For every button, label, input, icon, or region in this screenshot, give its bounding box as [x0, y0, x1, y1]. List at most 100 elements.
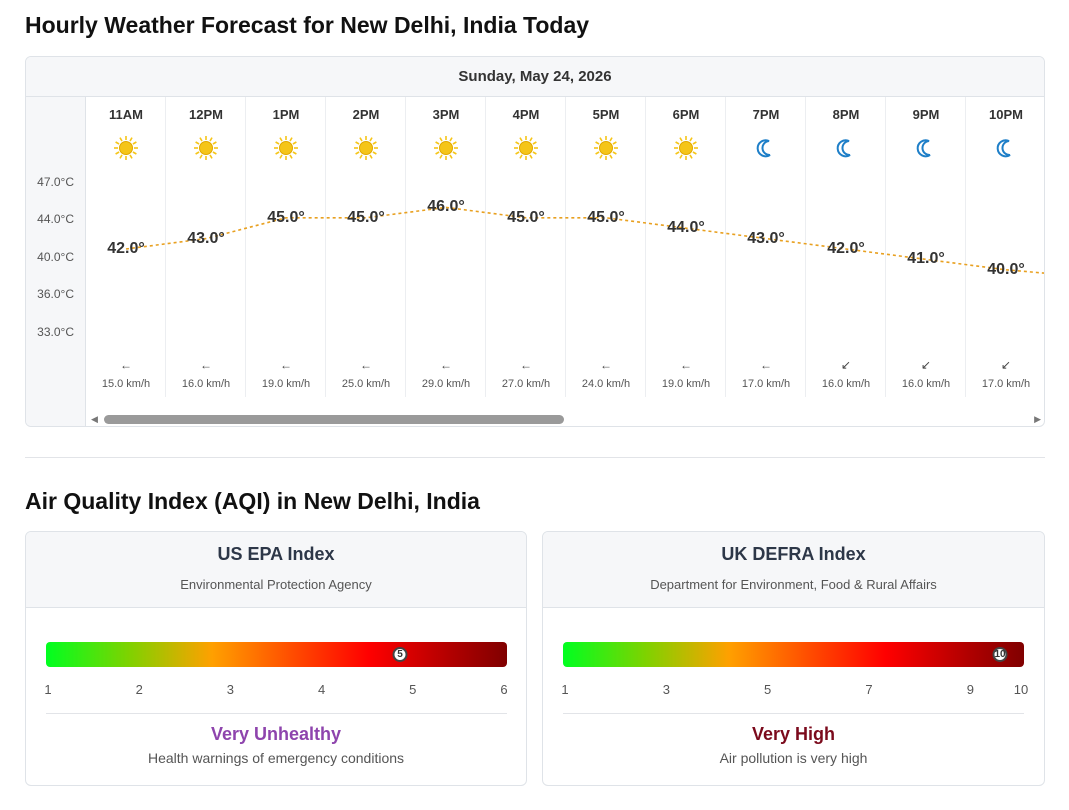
scale-tick-label: 4 — [317, 682, 326, 697]
hour-label: 6PM — [672, 107, 700, 122]
us-epa-card: US EPA Index Environmental Protection Ag… — [25, 531, 527, 786]
sun-icon — [593, 135, 619, 161]
wind-direction-arrow-icon: ← — [520, 358, 532, 372]
wind-speed: 15.0 km/h — [101, 378, 151, 390]
wind-direction-arrow-icon: ← — [120, 358, 132, 372]
temperature-data-label: 46.0° — [427, 198, 465, 216]
hour-label: 4PM — [512, 107, 540, 122]
moon-icon — [833, 135, 859, 161]
sun-icon — [273, 135, 299, 161]
aqi-heading: Air Quality Index (AQI) in New Delhi, In… — [25, 488, 480, 514]
section-divider — [25, 457, 1045, 458]
y-tick-label: 40.0°C — [37, 250, 74, 264]
scale-tick-label: 5 — [764, 682, 772, 697]
uk-defra-gradient-bar: 10 — [563, 642, 1024, 667]
us-epa-title: US EPA Index — [217, 544, 335, 564]
wind-speed: 19.0 km/h — [661, 378, 711, 390]
us-epa-value-marker: 5 — [392, 647, 408, 662]
wind-speed: 27.0 km/h — [501, 378, 551, 390]
hour-label: 12PM — [189, 107, 223, 122]
hour-label: 8PM — [832, 107, 860, 122]
wind-direction-arrow-icon: ← — [600, 358, 612, 372]
hour-label: 3PM — [432, 107, 460, 122]
uk-defra-divider — [563, 713, 1024, 714]
us-epa-header: US EPA Index Environmental Protection Ag… — [26, 532, 526, 608]
uk-defra-subtitle: Department for Environment, Food & Rural… — [650, 577, 937, 592]
temperature-data-label: 42.0° — [107, 240, 145, 257]
y-tick-label: 36.0°C — [37, 287, 74, 301]
hour-label: 9PM — [912, 107, 940, 122]
y-tick-label: 33.0°C — [37, 325, 74, 339]
scale-tick-label: 9 — [966, 682, 974, 697]
sun-icon — [353, 135, 379, 161]
wind-direction-arrow-icon: ← — [360, 358, 372, 372]
wind-speed: 16.0 km/h — [821, 378, 871, 390]
temperature-data-label: 42.0° — [827, 240, 865, 257]
scale-tick-label: 10 — [1013, 682, 1029, 697]
wind-speed: 24.0 km/h — [581, 378, 631, 390]
temperature-data-label: 43.0° — [187, 229, 225, 247]
y-tick-label: 47.0°C — [37, 175, 74, 189]
scale-tick-label: 3 — [226, 682, 235, 697]
wind-speed: 17.0 km/h — [981, 378, 1031, 390]
y-tick-label: 44.0°C — [37, 212, 74, 226]
forecast-date: Sunday, May 24, 2026 — [26, 57, 1044, 97]
hour-column-3pm: 3PM ← 29.0 km/h — [406, 97, 486, 397]
hour-label: 2PM — [352, 107, 380, 122]
scroll-left-arrow-icon[interactable]: ◀ — [91, 414, 98, 424]
wind-direction-arrow-icon: ↙ — [920, 358, 932, 372]
hour-column-5pm: 5PM ← 24.0 km/h — [566, 97, 646, 397]
hour-label: 7PM — [752, 107, 780, 122]
us-epa-description: Health warnings of emergency conditions — [147, 750, 405, 766]
temperature-axis: 47.0°C 44.0°C 40.0°C 36.0°C 33.0°C — [26, 97, 86, 426]
sun-icon — [433, 135, 459, 161]
hour-label: 1PM — [272, 107, 300, 122]
temperature-data-label: 43.0° — [747, 229, 785, 247]
hour-column-4pm: 4PM ← 27.0 km/h — [486, 97, 566, 397]
scale-tick-label: 2 — [135, 682, 143, 697]
scrollbar-thumb[interactable] — [104, 415, 564, 424]
sun-icon — [113, 135, 139, 161]
wind-direction-arrow-icon: ← — [680, 358, 692, 372]
temperature-data-label: 45.0° — [507, 208, 545, 226]
scroll-right-arrow-icon[interactable]: ▶ — [1034, 414, 1041, 424]
temperature-data-label: 44.0° — [667, 219, 705, 237]
us-epa-subtitle: Environmental Protection Agency — [180, 577, 372, 592]
uk-defra-value-marker: 10 — [992, 647, 1008, 662]
wind-speed: 16.0 km/h — [901, 378, 951, 390]
scale-tick-label: 1 — [561, 682, 569, 697]
uk-defra-header: UK DEFRA Index Department for Environmen… — [543, 532, 1044, 608]
hour-column-1pm: 1PM ← 19.0 km/h — [246, 97, 326, 397]
hour-column-10pm: 10PM ↙ 17.0 km/h — [966, 97, 1044, 397]
hour-label: 10PM — [989, 107, 1023, 122]
scale-tick-label: 1 — [44, 682, 52, 697]
us-epa-gradient-bar: 5 — [46, 642, 507, 667]
moon-icon — [993, 135, 1019, 161]
hour-column-6pm: 6PM ← 19.0 km/h — [646, 97, 726, 397]
hour-column-9pm: 9PM ↙ 16.0 km/h — [886, 97, 966, 397]
sun-icon — [513, 135, 539, 161]
hourly-columns[interactable]: 11AM ← 15.0 km/h 12PM ← 16.0 km/h 1PM ← 19.0 km/… — [86, 97, 1044, 397]
wind-direction-arrow-icon: ↙ — [1000, 358, 1012, 372]
scale-tick-label: 5 — [409, 682, 417, 697]
us-epa-category: Very Unhealthy — [210, 724, 342, 744]
uk-defra-title: UK DEFRA Index — [721, 544, 866, 564]
wind-direction-arrow-icon: ← — [440, 358, 452, 372]
hourly-forecast-card: Sunday, May 24, 2026 47.0°C 44.0°C 40.0°… — [25, 56, 1045, 427]
sun-icon — [193, 135, 219, 161]
moon-icon — [913, 135, 939, 161]
us-epa-divider — [46, 713, 507, 714]
scale-tick-label: 3 — [662, 682, 670, 697]
wind-speed: 17.0 km/h — [741, 378, 791, 390]
uk-defra-category: Very High — [751, 724, 836, 744]
horizontal-scrollbar[interactable]: ◀ ▶ — [86, 411, 1044, 426]
hour-label: 5PM — [592, 107, 620, 122]
uk-defra-card: UK DEFRA Index Department for Environmen… — [542, 531, 1045, 786]
wind-direction-arrow-icon: ← — [280, 358, 292, 372]
temperature-data-label: 45.0° — [267, 208, 305, 226]
temperature-data-label: 45.0° — [587, 208, 625, 226]
temperature-data-label: 41.0° — [907, 250, 945, 268]
wind-direction-arrow-icon: ↙ — [840, 358, 852, 372]
wind-direction-arrow-icon: ← — [760, 358, 772, 372]
scale-tick-label: 7 — [865, 682, 873, 697]
